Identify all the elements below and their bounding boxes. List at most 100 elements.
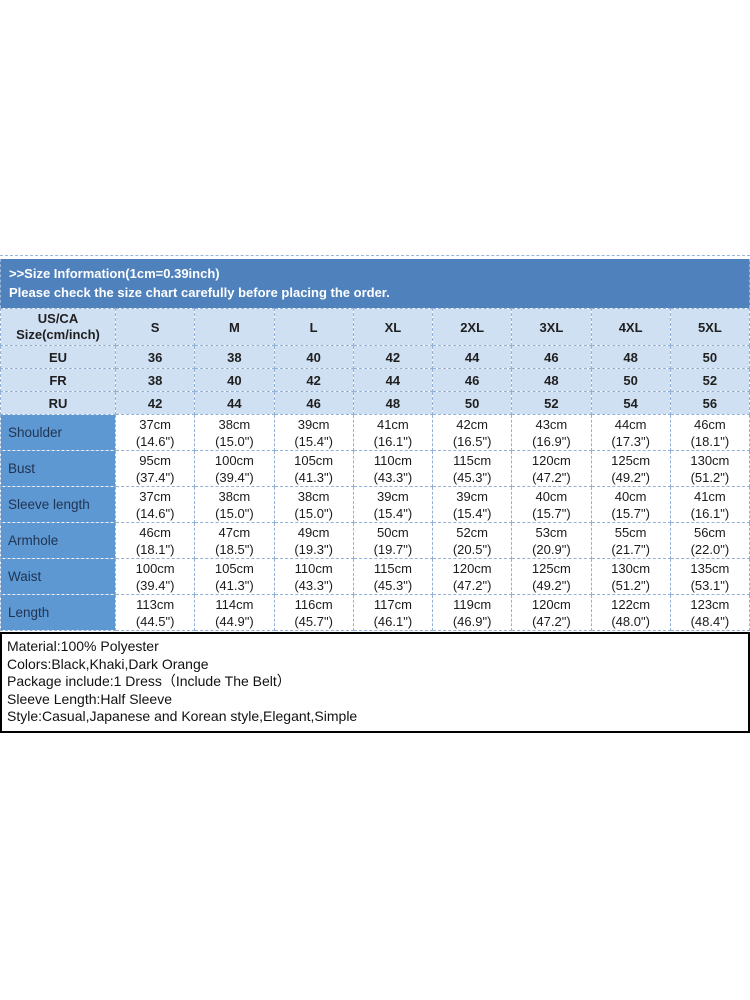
measurement-cell: 120cm (47.2") — [431, 558, 513, 595]
measurement-cell: 46cm (18.1") — [669, 414, 750, 451]
measurement-cm: 42cm — [456, 416, 489, 432]
measurement-cell: 38cm (15.0") — [194, 414, 275, 451]
measurement-cm: 39cm — [297, 416, 330, 432]
size-col-header-xl: XL — [352, 308, 434, 346]
measurement-cm: 39cm — [376, 488, 409, 504]
measurement-cm: 113cm — [136, 596, 175, 612]
size-col-header-m: M — [194, 308, 275, 346]
region-value: 50 — [590, 368, 671, 392]
measurement-cell: 37cm (14.6") — [114, 486, 196, 523]
region-value: 44 — [352, 368, 434, 392]
measurement-cm: 40cm — [614, 488, 647, 504]
region-value: 48 — [352, 391, 434, 415]
measurement-cm: 125cm — [611, 452, 651, 468]
region-value: 38 — [194, 345, 275, 369]
measurement-label-length: Length — [0, 594, 116, 631]
measurement-inch: (45.3") — [452, 469, 492, 485]
measurement-inch: (19.3") — [294, 541, 333, 557]
region-value: 48 — [590, 345, 671, 369]
detail-line-material: Material:100% Polyester — [7, 638, 159, 654]
measurement-inch: (43.3") — [294, 577, 333, 593]
size-col-header-s: S — [114, 308, 196, 346]
measurement-inch: (14.6") — [135, 505, 175, 521]
measurement-cm: 47cm — [218, 524, 251, 540]
measurement-cm: 123cm — [690, 596, 730, 612]
measurement-cm: 52cm — [456, 524, 489, 540]
measurement-cell: 122cm (48.0") — [590, 594, 671, 631]
measurement-cm: 115cm — [373, 560, 412, 576]
corner-header: US/CA Size(cm/inch) — [0, 308, 116, 346]
measurement-cm: 116cm — [294, 596, 333, 612]
region-value: 50 — [669, 345, 750, 369]
measurement-cell: 110cm (43.3") — [273, 558, 354, 595]
measurement-inch: (39.4") — [215, 469, 254, 485]
measurement-inch: (19.7") — [373, 541, 413, 557]
region-label-fr: FR — [0, 368, 116, 392]
measurement-cm: 38cm — [297, 488, 330, 504]
measurement-cell: 41cm (16.1") — [352, 414, 434, 451]
measurement-cm: 38cm — [218, 488, 251, 504]
measurement-cell: 39cm (15.4") — [431, 486, 513, 523]
measurement-cm: 115cm — [453, 452, 492, 468]
size-table: US/CA Size(cm/inch) S M L XL 2XL 3XL 4XL… — [0, 308, 750, 631]
measurement-cell: 119cm (46.9") — [431, 594, 513, 631]
measurement-cell: 130cm (51.2") — [590, 558, 671, 595]
measurement-cm: 41cm — [693, 488, 726, 504]
measurement-cell: 41cm (16.1") — [669, 486, 750, 523]
measurement-cm: 114cm — [215, 596, 254, 612]
region-value: 36 — [114, 345, 196, 369]
measurement-cell: 39cm (15.4") — [273, 414, 354, 451]
measurement-cell: 50cm (19.7") — [352, 522, 434, 559]
measurement-cell: 53cm (20.9") — [511, 522, 592, 559]
measurement-cell: 115cm (45.3") — [352, 558, 434, 595]
measurement-inch: (16.1") — [690, 505, 730, 521]
measurement-inch: (18.1") — [135, 541, 175, 557]
measurement-cm: 37cm — [139, 488, 172, 504]
measurement-inch: (41.3") — [294, 469, 333, 485]
measurement-cm: 39cm — [456, 488, 489, 504]
region-value: 52 — [669, 368, 750, 392]
size-header-row: US/CA Size(cm/inch) S M L XL 2XL 3XL 4XL… — [0, 308, 750, 346]
size-chart-sheet: >>Size Information(1cm=0.39inch) Please … — [0, 255, 750, 733]
measurement-label-shoulder: Shoulder — [0, 414, 116, 451]
measurement-cm: 122cm — [611, 596, 651, 612]
measurement-inch: (48.0") — [611, 613, 650, 629]
measurement-cell: 95cm (37.4") — [114, 450, 196, 487]
measurement-cm: 46cm — [693, 416, 726, 432]
banner-title: >>Size Information(1cm=0.39inch) — [9, 266, 220, 281]
measurement-cm: 55cm — [614, 524, 647, 540]
measurement-cell: 46cm (18.1") — [114, 522, 196, 559]
measurement-cm: 49cm — [297, 524, 330, 540]
measurement-cm: 44cm — [614, 416, 647, 432]
region-row-eu: EU 36 38 40 42 44 46 48 50 — [0, 345, 750, 369]
measurement-row-waist: Waist 100cm (39.4") 105cm (41.3") 110cm (43… — [0, 558, 750, 595]
measurement-cell: 56cm (22.0") — [669, 522, 750, 559]
region-value: 46 — [431, 368, 513, 392]
region-value: 46 — [511, 345, 592, 369]
measurement-cell: 42cm (16.5") — [431, 414, 513, 451]
measurement-inch: (49.2") — [611, 469, 650, 485]
region-value: 48 — [511, 368, 592, 392]
measurement-cm: 40cm — [535, 488, 568, 504]
measurement-row-armhole: Armhole 46cm (18.1") 47cm (18.5") 49cm (19.… — [0, 522, 750, 559]
measurement-cm: 43cm — [535, 416, 568, 432]
measurement-inch: (44.5") — [135, 613, 175, 629]
measurement-inch: (39.4") — [135, 577, 175, 593]
measurement-inch: (15.4") — [373, 505, 413, 521]
measurement-cell: 37cm (14.6") — [114, 414, 196, 451]
measurement-cell: 105cm (41.3") — [194, 558, 275, 595]
measurement-cm: 100cm — [214, 452, 254, 468]
banner-subtitle: Please check the size chart carefully be… — [9, 285, 390, 300]
size-info-banner: >>Size Information(1cm=0.39inch) Please … — [0, 259, 750, 308]
measurement-cm: 95cm — [139, 452, 172, 468]
measurement-inch: (15.4") — [294, 433, 333, 449]
measurement-cm: 130cm — [690, 452, 730, 468]
region-value: 42 — [352, 345, 434, 369]
measurement-cm: 125cm — [531, 560, 571, 576]
region-value: 38 — [114, 368, 196, 392]
region-value: 46 — [273, 391, 354, 415]
size-col-header-l: L — [273, 308, 354, 346]
measurement-cell: 114cm (44.9") — [194, 594, 275, 631]
measurement-inch: (46.1") — [373, 613, 413, 629]
